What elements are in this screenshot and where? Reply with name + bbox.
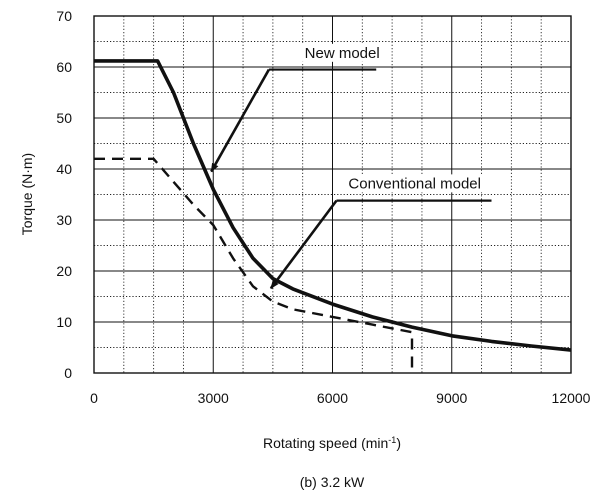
y-tick-label: 60 xyxy=(56,59,72,75)
y-tick-label: 30 xyxy=(56,212,72,228)
annotation-label-conventional-model: Conventional model xyxy=(348,175,481,192)
annotation-label-bg-new-model xyxy=(301,43,383,62)
x-tick-label: 9000 xyxy=(436,390,467,406)
y-tick-label: 10 xyxy=(56,314,72,330)
series-lines xyxy=(94,59,572,373)
plot-frame xyxy=(93,15,572,374)
y-tick-label: 20 xyxy=(56,263,72,279)
grid xyxy=(93,15,572,374)
y-tick-label: 0 xyxy=(64,365,72,381)
x-tick-label: 3000 xyxy=(198,390,229,406)
series-line-new-model xyxy=(94,59,572,352)
annotation-arrow-conventional-model xyxy=(269,199,338,290)
x-tick-label: 0 xyxy=(90,390,98,406)
x-tick-label: 6000 xyxy=(317,390,348,406)
x-axis-title-end: ) xyxy=(396,435,401,451)
annotation-arrow-new-model xyxy=(210,68,271,173)
axes xyxy=(93,15,572,374)
series-line-conventional-model xyxy=(94,157,414,373)
x-tick-label: 12000 xyxy=(552,390,591,406)
y-axis-title: Torque (N·m) xyxy=(19,153,35,235)
x-axis-title-main: Rotating speed (min xyxy=(263,435,388,451)
y-tick-label: 70 xyxy=(56,8,72,24)
y-tick-label: 50 xyxy=(56,110,72,126)
annotation-label-new-model: New model xyxy=(305,45,380,62)
tick-labels: 0 3000 6000 9000 12000 0 10 20 30 40 50 60 70 xyxy=(56,8,590,406)
x-axis-title: Rotating speed (min-1) xyxy=(263,435,401,451)
annotation-label-bg-conventional-model xyxy=(345,174,484,193)
figure-caption: (b) 3.2 kW xyxy=(300,474,365,490)
x-axis-title-sup: -1 xyxy=(388,435,396,445)
annotations: New model Conventional model xyxy=(210,43,492,290)
y-tick-label: 40 xyxy=(56,161,72,177)
